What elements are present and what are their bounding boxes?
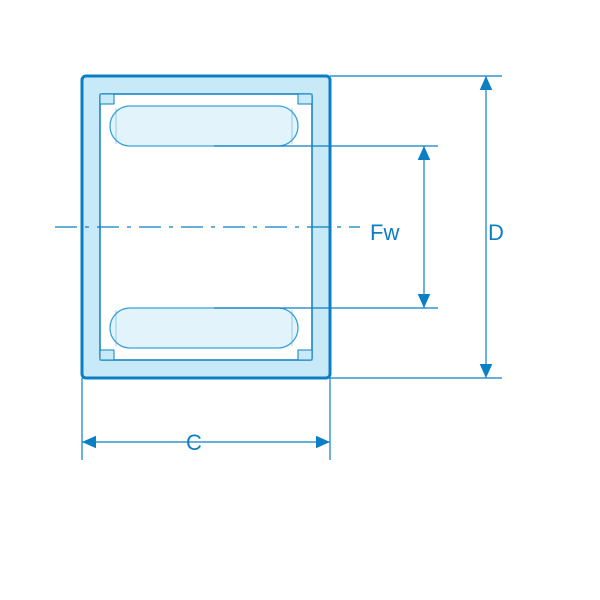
bearing-diagram bbox=[0, 0, 600, 600]
dim-label-c: C bbox=[186, 430, 202, 456]
dim-label-d: D bbox=[488, 220, 504, 246]
dim-label-fw: Fw bbox=[370, 220, 399, 246]
